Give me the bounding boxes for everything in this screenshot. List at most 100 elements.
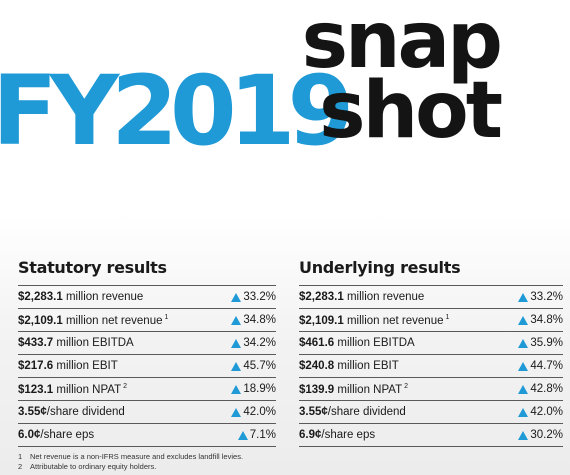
result-label: $2,283.1 million revenue xyxy=(299,291,424,303)
result-row: $139.9 million NPAT 2 42.8% xyxy=(299,377,563,400)
statutory-rows: $2,283.1 million revenue 33.2% $2,109.1 mi… xyxy=(18,285,276,447)
result-value: $2,283.1 xyxy=(18,291,63,303)
result-desc: million NPAT xyxy=(53,383,122,396)
result-change: 34.8% xyxy=(518,314,563,326)
result-change-value: 45.7% xyxy=(243,360,276,372)
result-row: $240.8 million EBIT 44.7% xyxy=(299,354,563,377)
up-triangle-icon xyxy=(518,292,529,302)
result-label: $139.9 million NPAT 2 xyxy=(299,383,408,396)
result-row: $2,283.1 million revenue 33.2% xyxy=(299,285,563,308)
result-desc: /share eps xyxy=(40,429,95,441)
result-value: 3.55¢ xyxy=(299,406,328,418)
result-value: 6.0¢ xyxy=(18,429,41,441)
result-label: $2,109.1 million net revenue 1 xyxy=(18,314,168,327)
hero-snap: snap xyxy=(301,0,503,86)
result-desc: /share dividend xyxy=(46,406,125,418)
footnote-2: 2 Attributable to ordinary equity holders… xyxy=(18,462,157,471)
result-row: $123.1 million NPAT 2 18.9% xyxy=(18,377,276,400)
result-row: 6.0¢/share eps 7.1% xyxy=(18,423,276,447)
result-label: 6.9¢/share eps xyxy=(299,429,375,441)
underlying-results: Underlying results $2,283.1 million reve… xyxy=(299,258,563,447)
result-change: 42.0% xyxy=(231,406,276,418)
result-value: $123.1 xyxy=(18,383,54,396)
result-label: 6.0¢/share eps xyxy=(18,429,94,441)
result-change: 34.2% xyxy=(231,337,276,349)
up-triangle-icon xyxy=(231,338,242,348)
up-triangle-icon xyxy=(518,338,529,348)
hero-shot: shot xyxy=(319,66,503,156)
result-row: $2,109.1 million net revenue 1 34.8% xyxy=(18,308,276,331)
up-triangle-icon xyxy=(518,315,529,325)
up-triangle-icon xyxy=(518,384,529,394)
result-label: $461.6 million EBITDA xyxy=(299,337,415,349)
result-label: $217.6 million EBIT xyxy=(18,360,118,372)
result-desc: million EBIT xyxy=(53,360,118,372)
result-change-value: 7.1% xyxy=(249,429,276,441)
up-triangle-icon xyxy=(237,430,248,440)
result-change-value: 34.2% xyxy=(243,337,276,349)
result-change: 33.2% xyxy=(518,291,563,303)
result-desc: million revenue xyxy=(343,291,425,303)
result-desc: million revenue xyxy=(62,291,144,303)
result-change: 34.8% xyxy=(231,314,276,326)
up-triangle-icon xyxy=(518,407,529,417)
underlying-rows: $2,283.1 million revenue 33.2% $2,109.1 mi… xyxy=(299,285,563,447)
up-triangle-icon xyxy=(231,384,242,394)
result-change: 45.7% xyxy=(231,360,276,372)
underlying-title: Underlying results xyxy=(299,258,461,277)
result-desc: /share dividend xyxy=(327,406,406,418)
up-triangle-icon xyxy=(231,292,242,302)
result-change: 30.2% xyxy=(518,429,563,441)
result-change-value: 33.2% xyxy=(530,291,563,303)
result-change-value: 42.0% xyxy=(243,406,276,418)
result-label: $433.7 million EBITDA xyxy=(18,337,134,349)
result-row: $461.6 million EBITDA 35.9% xyxy=(299,331,563,354)
result-row: $433.7 million EBITDA 34.2% xyxy=(18,331,276,354)
result-change: 33.2% xyxy=(231,291,276,303)
footnotes: 1 Net revenue is a non-IFRS measure and e… xyxy=(18,452,243,472)
result-value: $217.6 xyxy=(18,360,54,372)
result-value: $240.8 xyxy=(299,360,335,372)
result-change: 7.1% xyxy=(237,429,276,441)
statutory-title: Statutory results xyxy=(18,258,167,277)
result-change-value: 35.9% xyxy=(530,337,563,349)
result-change-value: 33.2% xyxy=(243,291,276,303)
footnote-ref: 1 xyxy=(445,313,450,321)
up-triangle-icon xyxy=(231,361,242,371)
result-change-value: 42.8% xyxy=(530,383,563,395)
result-change: 18.9% xyxy=(231,383,276,395)
result-label: $2,283.1 million revenue xyxy=(18,291,143,303)
footnote-ref: 2 xyxy=(404,382,409,390)
result-change: 42.0% xyxy=(518,406,563,418)
result-value: 3.55¢ xyxy=(18,406,47,418)
result-label: $123.1 million NPAT 2 xyxy=(18,383,127,396)
result-row: 3.55¢/share dividend 42.0% xyxy=(299,400,563,423)
result-desc: million EBIT xyxy=(334,360,399,372)
result-row: 6.9¢/share eps 30.2% xyxy=(299,423,563,447)
statutory-results: Statutory results $2,283.1 million reven… xyxy=(18,258,276,447)
result-label: 3.55¢/share dividend xyxy=(18,406,125,418)
result-row: $2,109.1 million net revenue 1 34.8% xyxy=(299,308,563,331)
result-change-value: 34.8% xyxy=(243,314,276,326)
up-triangle-icon xyxy=(231,407,242,417)
result-change: 42.8% xyxy=(518,383,563,395)
result-desc: million net revenue xyxy=(343,314,444,327)
result-value: $2,109.1 xyxy=(18,314,63,327)
up-triangle-icon xyxy=(518,430,529,440)
result-value: 6.9¢ xyxy=(299,429,322,441)
footnote-1: 1 Net revenue is a non-IFRS measure and e… xyxy=(18,452,244,461)
hero-fy2019: FY2019 xyxy=(0,55,354,167)
result-change-value: 18.9% xyxy=(243,383,276,395)
result-change-value: 34.8% xyxy=(530,314,563,326)
footnote-ref: 1 xyxy=(164,313,169,321)
result-value: $2,283.1 xyxy=(299,291,344,303)
result-desc: /share eps xyxy=(321,429,376,441)
result-change: 35.9% xyxy=(518,337,563,349)
result-label: $2,109.1 million net revenue 1 xyxy=(299,314,449,327)
result-row: $2,283.1 million revenue 33.2% xyxy=(18,285,276,308)
result-label: 3.55¢/share dividend xyxy=(299,406,406,418)
result-desc: million EBITDA xyxy=(53,337,134,349)
up-triangle-icon xyxy=(518,361,529,371)
result-desc: million NPAT xyxy=(334,383,403,396)
result-change-value: 44.7% xyxy=(530,360,563,372)
